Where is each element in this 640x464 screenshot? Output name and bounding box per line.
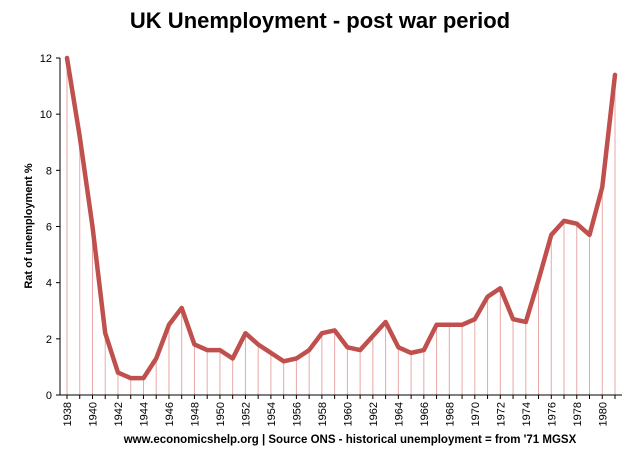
x-tick-label: 1976 <box>546 402 558 426</box>
x-tick-label: 1980 <box>597 402 609 426</box>
y-tick-label: 8 <box>46 165 52 177</box>
y-tick-label: 0 <box>46 390 52 402</box>
x-tick-label: 1942 <box>113 402 125 426</box>
x-tick-label: 1966 <box>419 402 431 426</box>
x-axis-ticks: 1938 1940 1942 1944 1946 1948 1950 1952 1954 1956… <box>62 395 616 426</box>
x-tick-label: 1940 <box>87 402 99 426</box>
y-tick-label: 2 <box>46 334 52 346</box>
x-tick-label: 1974 <box>521 402 533 426</box>
drop-lines-group <box>66 58 616 395</box>
x-tick-label: 1938 <box>62 402 74 426</box>
x-tick-label: 1970 <box>470 402 482 426</box>
x-tick-label: 1962 <box>368 402 380 426</box>
y-axis-label: Rat of unemployment % <box>23 163 35 289</box>
x-tick-label: 1960 <box>342 402 354 426</box>
chart-title: UK Unemployment - post war period <box>129 8 511 33</box>
chart-caption: www.economicshelp.org | Source ONS - his… <box>123 434 577 446</box>
x-tick-label: 1954 <box>266 402 278 426</box>
y-tick-label: 6 <box>46 222 52 234</box>
x-tick-label: 1948 <box>189 402 201 426</box>
x-tick-label: 1950 <box>215 402 227 426</box>
y-axis-ticks: 0 2 4 6 8 10 12 <box>40 53 60 402</box>
x-tick-label: 1944 <box>138 402 150 426</box>
x-tick-label: 1972 <box>495 402 507 426</box>
y-tick-label: 12 <box>40 53 52 65</box>
x-tick-label: 1956 <box>291 402 303 426</box>
x-tick-label: 1952 <box>240 402 252 426</box>
series-line-unemployment <box>64 55 618 381</box>
y-tick-label: 4 <box>46 278 52 290</box>
x-tick-label: 1946 <box>164 402 176 426</box>
x-tick-label: 1978 <box>572 402 584 426</box>
x-tick-label: 1968 <box>444 402 456 426</box>
x-tick-label: 1964 <box>393 402 405 426</box>
x-tick-label: 1958 <box>317 402 329 426</box>
y-tick-label: 10 <box>40 109 52 121</box>
